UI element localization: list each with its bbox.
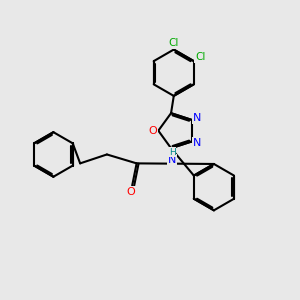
Text: O: O [126,187,135,196]
Text: H: H [169,148,176,157]
Text: Cl: Cl [195,52,206,62]
Text: Cl: Cl [169,38,179,48]
Text: N: N [193,113,201,123]
Text: O: O [148,126,157,136]
Text: N: N [193,138,201,148]
Text: N: N [168,155,176,165]
